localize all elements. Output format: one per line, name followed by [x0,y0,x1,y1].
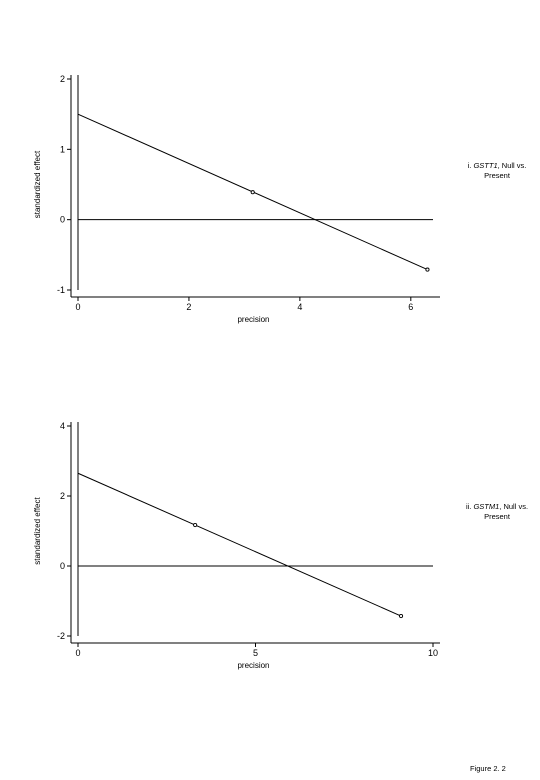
figure-label: Figure 2. 2 [470,764,506,773]
panel-1-caption-prefix: i. [467,161,474,170]
panel-1-y-tick-label: 0 [60,215,65,225]
panel-1-caption: i. GSTT1, Null vs. Present [455,161,539,181]
panel-2-y-tick-label: 0 [60,561,65,571]
panel-2: -2 0 2 4 0 5 10 precision standardized effect [33,421,440,670]
panel-1-y-axis-label: standardized effect [33,150,42,218]
panel-2-caption: ii. GSTM1, Null vs. Present [460,502,534,522]
panel-2-x-tick-label: 0 [75,648,80,658]
panel-2-x-axis-label: precision [237,661,269,670]
panel-1-data-point [425,267,430,272]
panel-1-y-tick-label: 1 [60,144,65,154]
panel-1: -1 0 1 2 0 2 4 6 precision standardized effect [33,74,440,324]
panel-2-y-tick-label: 2 [60,491,65,501]
panel-2-x-tick-label: 5 [253,648,258,658]
panel-1-y-tick-label: -1 [57,285,65,295]
panel-2-y-tick-label: -2 [57,631,65,641]
panel-1-x-tick-label: 2 [186,302,191,312]
panel-2-caption-rest: , Null vs. Present [484,502,529,521]
panel-2-x-tick-label: 10 [428,648,438,658]
panel-1-x-axis-label: precision [237,315,269,324]
panel-2-fit-line [77,472,402,617]
panel-1-x-tick-label: 4 [297,302,302,312]
panel-1-data-point [250,190,255,195]
panel-2-y-axis-label: standardized effect [33,496,42,564]
panel-2-caption-gene: GSTM1 [473,502,500,511]
panel-2-data-point [398,614,404,619]
panel-1-x-tick-label: 0 [75,302,80,312]
panel-1-caption-gene: GSTT1 [473,161,498,170]
panel-2-y-tick-label: 4 [60,421,65,431]
panel-1-x-tick-label: 6 [408,302,413,312]
panel-2-data-point [193,523,198,528]
panel-2-caption-prefix: ii. [465,502,474,511]
panel-1-y-tick-label: 2 [60,74,65,84]
panel-1-caption-rest: , Null vs. Present [484,161,527,180]
